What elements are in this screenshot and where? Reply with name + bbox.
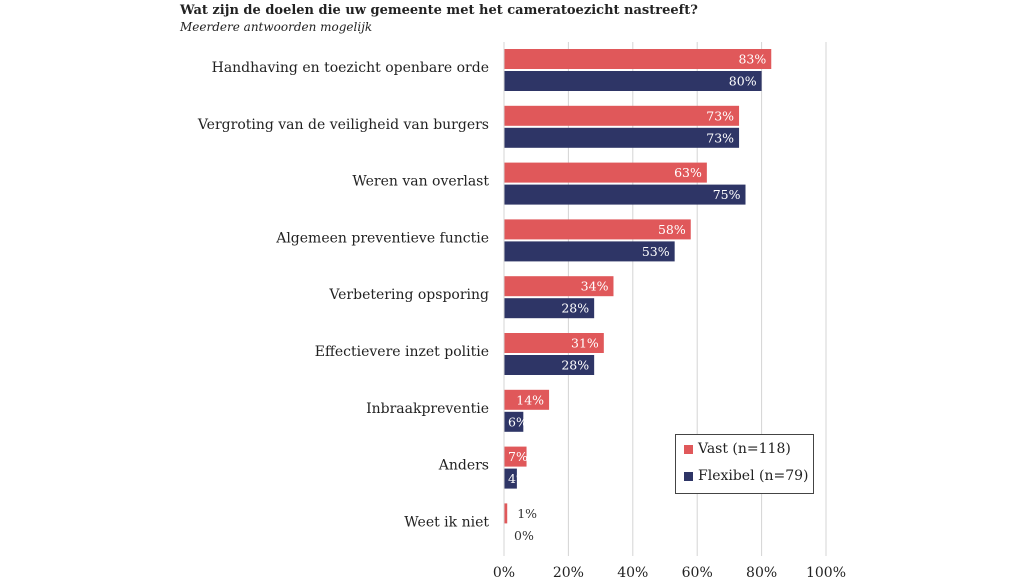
- x-tick-label: 20%: [553, 565, 584, 578]
- legend-label-vast: Vast (n=118): [698, 441, 791, 457]
- chart-subtitle: Meerdere antwoorden mogelijk: [180, 20, 373, 34]
- x-tick-label: 60%: [682, 565, 713, 578]
- data-label: 34%: [581, 279, 609, 294]
- data-label: 6%: [508, 414, 528, 429]
- category-label: Anders: [438, 458, 489, 474]
- x-tick-label: 80%: [746, 565, 777, 578]
- data-label: 28%: [561, 301, 589, 316]
- data-label: 83%: [738, 52, 766, 67]
- category-label: Weet ik niet: [404, 514, 489, 530]
- data-label: 73%: [706, 108, 734, 123]
- category-label: Algemeen preventieve functie: [275, 230, 489, 246]
- data-label: 73%: [706, 130, 734, 145]
- bar: [504, 503, 508, 524]
- data-label: 7%: [508, 449, 528, 464]
- category-label: Verbetering opsporing: [328, 287, 489, 303]
- category-label: Effectievere inzet politie: [315, 344, 489, 360]
- data-label: 53%: [642, 244, 670, 259]
- data-label: 63%: [674, 165, 702, 180]
- category-label: Weren van overlast: [352, 174, 489, 190]
- data-label: 80%: [729, 74, 757, 89]
- x-tick-label: 0%: [493, 565, 515, 578]
- bar: [504, 184, 746, 205]
- category-label: Handhaving en toezicht openbare orde: [212, 60, 489, 76]
- legend-label-flexibel: Flexibel (n=79): [698, 468, 809, 484]
- bar: [504, 468, 517, 489]
- bar: [504, 355, 595, 375]
- bar: [504, 389, 550, 410]
- legend-swatch-vast: [684, 444, 693, 454]
- bar: [504, 49, 772, 69]
- bar: [504, 276, 614, 297]
- category-label: Inbraakpreventie: [366, 401, 489, 417]
- data-label: 0%: [514, 528, 534, 543]
- bar: [504, 71, 762, 91]
- data-label: 75%: [713, 187, 741, 202]
- bar: [504, 333, 604, 353]
- bar: [504, 127, 740, 148]
- data-label: 14%: [516, 392, 544, 407]
- legend-swatch-flexibel: [684, 471, 693, 481]
- data-label: 58%: [658, 222, 686, 237]
- bar: [504, 105, 740, 126]
- bar: [504, 446, 527, 467]
- legend-item-flexibel: Flexibel (n=79): [684, 468, 809, 484]
- bar: [504, 241, 675, 262]
- bar: [504, 298, 595, 319]
- data-label: 1%: [517, 506, 537, 521]
- bar: [504, 162, 707, 183]
- data-label: 28%: [561, 358, 589, 373]
- x-tick-label: 40%: [617, 565, 648, 578]
- legend: Vast (n=118) Flexibel (n=79): [675, 434, 814, 494]
- bar: [504, 219, 691, 240]
- bar: [504, 411, 524, 432]
- category-label: Vergroting van de veiligheid van burgers: [197, 117, 489, 133]
- data-label: 31%: [571, 336, 599, 351]
- data-label: 4%: [508, 471, 528, 486]
- chart-title: Wat zijn de doelen die uw gemeente met h…: [180, 3, 698, 18]
- legend-item-vast: Vast (n=118): [684, 441, 791, 457]
- x-tick-label: 100%: [806, 565, 846, 578]
